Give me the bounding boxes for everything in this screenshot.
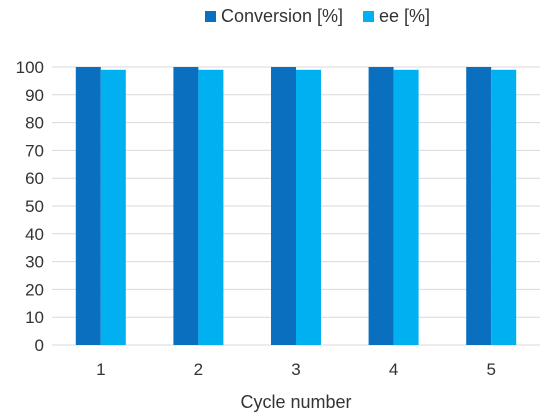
y-tick-label: 20 — [25, 280, 44, 299]
bar-ee-cycle-4 — [393, 69, 419, 345]
bars — [75, 67, 517, 345]
y-tick-label: 80 — [25, 114, 44, 133]
bar-ee-cycle-2 — [198, 69, 224, 345]
bar-conversion-cycle-1 — [75, 67, 101, 345]
bar-conversion-cycle-2 — [173, 67, 199, 345]
y-tick-label: 70 — [25, 141, 44, 160]
y-tick-label: 30 — [25, 253, 44, 272]
y-tick-label: 60 — [25, 169, 44, 188]
y-tick-label: 0 — [35, 336, 44, 355]
bar-conversion-cycle-4 — [368, 67, 394, 345]
bar-conversion-cycle-3 — [271, 67, 296, 345]
bar-ee-cycle-3 — [296, 69, 321, 345]
bar-ee-cycle-5 — [491, 69, 517, 345]
x-tick-label: 1 — [96, 360, 105, 379]
x-tick-label: 4 — [389, 360, 398, 379]
bar-conversion-cycle-5 — [466, 67, 492, 345]
x-tick-label: 5 — [486, 360, 495, 379]
x-axis-title: Cycle number — [240, 392, 351, 412]
x-tick-label: 2 — [194, 360, 203, 379]
x-axis-tick-labels: 1 2 3 4 5 — [96, 360, 496, 379]
y-tick-label: 50 — [25, 197, 44, 216]
legend-label: ee [%] — [379, 6, 430, 26]
bar-ee-cycle-1 — [100, 69, 126, 345]
y-tick-label: 10 — [25, 308, 44, 327]
legend: Conversion [%] ee [%] — [205, 6, 430, 26]
legend-swatch — [363, 11, 374, 22]
y-tick-label: 40 — [25, 225, 44, 244]
legend-label: Conversion [%] — [221, 6, 343, 26]
y-axis-tick-labels: 0 10 20 30 40 50 60 70 80 90 100 — [16, 58, 44, 355]
x-tick-label: 3 — [291, 360, 300, 379]
y-tick-label: 90 — [25, 86, 44, 105]
y-tick-label: 100 — [16, 58, 44, 77]
legend-swatch — [205, 11, 216, 22]
